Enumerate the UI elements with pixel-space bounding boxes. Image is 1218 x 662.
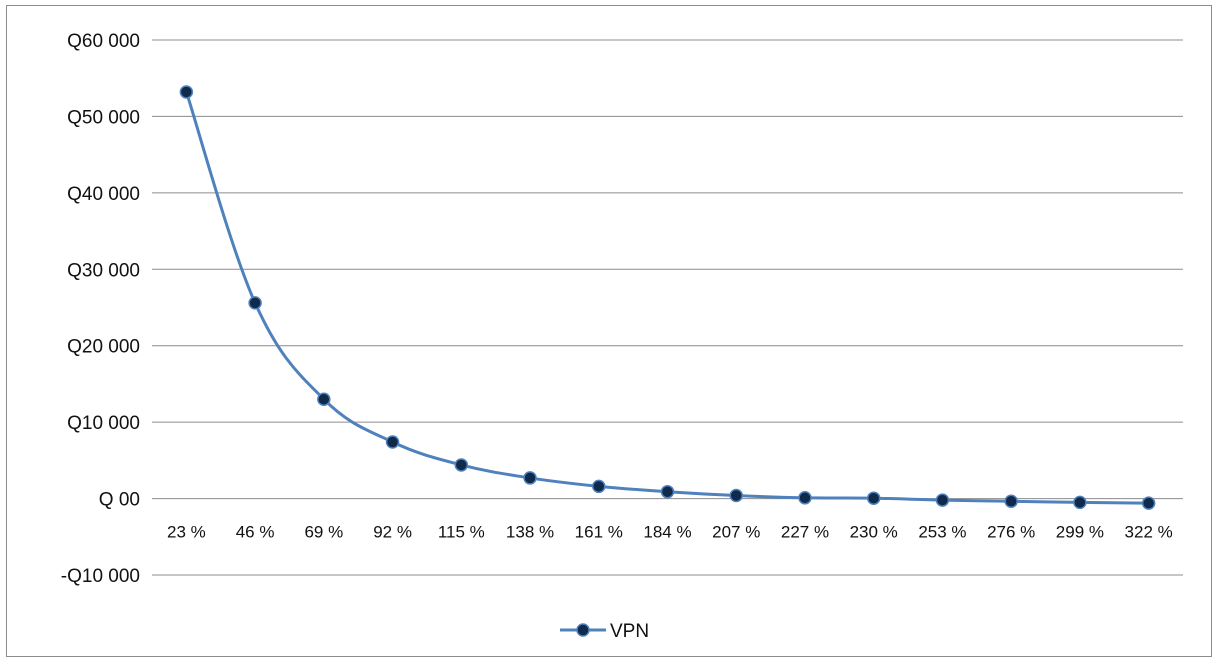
x-tick-label: 138 % (506, 523, 554, 542)
data-point (592, 479, 606, 494)
series-line-vpn (184, 91, 1149, 505)
x-tick-label: 299 % (1056, 523, 1104, 542)
data-point (454, 458, 469, 472)
series-vpn (179, 85, 1156, 510)
y-tick-label: Q20 000 (67, 337, 140, 358)
x-tick-label: 161 % (575, 523, 623, 542)
x-tick-label: 230 % (850, 523, 898, 542)
y-tick-label: Q50 000 (67, 107, 140, 128)
y-axis-ticks: Q60 000 Q50 000 Q40 000 Q30 000 Q20 000 Q10 0… (61, 31, 140, 587)
x-tick-label: 322 % (1125, 523, 1173, 542)
data-point (935, 493, 950, 507)
data-point (660, 484, 675, 499)
legend-marker (576, 623, 590, 637)
x-tick-label: 115 % (438, 523, 485, 542)
x-tick-label: 227 % (781, 523, 829, 542)
data-point (798, 491, 812, 505)
x-tick-label: 276 % (987, 523, 1035, 542)
data-point (1004, 494, 1018, 508)
y-tick-label: Q30 000 (67, 260, 140, 281)
chart-frame (6, 5, 1212, 657)
x-tick-label: 46 % (236, 523, 275, 542)
x-tick-label: 23 % (167, 523, 206, 542)
data-point (317, 392, 331, 406)
data-point (523, 471, 537, 485)
x-tick-label: 69 % (304, 523, 343, 542)
x-tick-label: 184 % (643, 523, 691, 542)
y-tick-label: -Q10 000 (61, 566, 140, 587)
y-tick-label: Q40 000 (67, 184, 140, 205)
legend-label-vpn: VPN (610, 621, 649, 642)
data-point (248, 296, 262, 310)
data-point (385, 435, 400, 449)
data-point (729, 488, 743, 503)
data-point (179, 85, 194, 99)
x-axis-ticks: 23 % 46 % 69 % 92 % 115 % 138 % 161 % 184 % 207 … (167, 523, 1173, 542)
x-tick-label: 92 % (373, 523, 412, 542)
data-point (1073, 495, 1087, 510)
x-tick-label: 253 % (918, 523, 966, 542)
legend: VPN (560, 621, 649, 642)
y-tick-label: Q60 000 (67, 31, 140, 52)
x-tick-label: 207 % (712, 523, 760, 542)
data-point (1141, 496, 1156, 510)
data-point (866, 491, 881, 505)
y-tick-label: Q10 000 (67, 413, 140, 434)
y-tick-label: Q 00 (99, 490, 140, 511)
